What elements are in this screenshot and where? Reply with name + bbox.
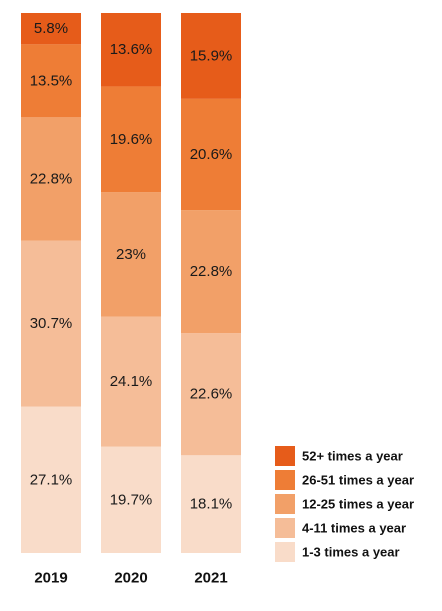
data-label-2020-1-3-times-a-year: 19.7% [110,491,153,508]
category-label-2020: 2020 [114,570,147,587]
data-label-2020-12-25-times-a-year: 23% [116,246,146,263]
data-label-2019-4-11-times-a-year: 30.7% [30,315,73,332]
bar-segment-2019-26-51-times-a-year [21,44,81,118]
data-label-2019-26-51-times-a-year: 13.5% [30,72,73,89]
segment-labels-layer: 27.1% 30.7% 22.8% 13.5% 5.8% 19.7% 24.1% 23% 19.… [30,20,233,512]
data-label-2021-4-11-times-a-year: 22.6% [190,386,233,403]
data-label-2019-1-3-times-a-year: 27.1% [30,471,73,488]
bar-segment-2019-12-25-times-a-year [21,117,81,241]
bar-segment-2021-1-3-times-a-year [181,455,241,553]
bar-segment-2020-12-25-times-a-year [101,192,161,317]
legend-label-1-3-times-a-year: 1-3 times a year [302,545,400,560]
category-labels-layer: 2019 2020 2021 [34,570,227,587]
legend: 52+ times a year 26-51 times a year 12-25 … [275,446,414,562]
bar-segment-2021-52plus-times-a-year [181,13,241,99]
category-label-2021: 2021 [194,570,227,587]
bar-segment-2020-1-3-times-a-year [101,446,161,553]
legend-swatch-52plus-times-a-year [275,446,295,466]
bar-segment-2020-52plus-times-a-year [101,13,161,87]
bars-layer [21,13,241,553]
data-label-2021-52plus-times-a-year: 15.9% [190,47,233,64]
data-label-2021-12-25-times-a-year: 22.8% [190,263,233,280]
data-label-2020-4-11-times-a-year: 24.1% [110,373,153,390]
legend-swatch-4-11-times-a-year [275,518,295,538]
bar-segment-2019-1-3-times-a-year [21,406,81,553]
bar-segment-2021-12-25-times-a-year [181,210,241,334]
category-label-2019: 2019 [34,570,67,587]
legend-swatch-12-25-times-a-year [275,494,295,514]
data-label-2020-52plus-times-a-year: 13.6% [110,41,153,58]
bar-segment-2021-26-51-times-a-year [181,98,241,211]
legend-swatch-1-3-times-a-year [275,542,295,562]
legend-label-4-11-times-a-year: 4-11 times a year [302,521,406,536]
legend-label-26-51-times-a-year: 26-51 times a year [302,473,414,488]
legend-label-52plus-times-a-year: 52+ times a year [302,449,403,464]
legend-label-12-25-times-a-year: 12-25 times a year [302,497,414,512]
bar-segment-2019-4-11-times-a-year [21,240,81,407]
data-label-2019-52plus-times-a-year: 5.8% [34,20,68,37]
bar-segment-2020-26-51-times-a-year [101,86,161,193]
data-label-2019-12-25-times-a-year: 22.8% [30,170,73,187]
data-label-2021-26-51-times-a-year: 20.6% [190,146,233,163]
data-label-2021-1-3-times-a-year: 18.1% [190,496,233,513]
legend-swatch-26-51-times-a-year [275,470,295,490]
bar-segment-2021-4-11-times-a-year [181,333,241,456]
bar-segment-2019-52plus-times-a-year [21,13,81,45]
bar-segment-2020-4-11-times-a-year [101,316,161,447]
data-label-2020-26-51-times-a-year: 19.6% [110,131,153,148]
